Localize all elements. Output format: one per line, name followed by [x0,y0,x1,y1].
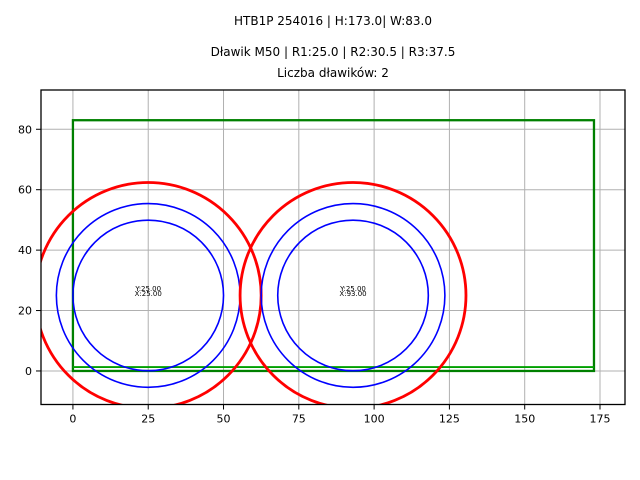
gland-circle-r1 [276,219,430,372]
axis-tick-labels: 0 25 50 75 100 125 150 175 0 20 40 60 80 [18,123,611,425]
figure-suptitle-line2: Dławik M50 | R1:25.0 | R2:30.5 | R3:37.5 [210,45,456,59]
gland-circle-r3 [238,181,468,405]
y-tick-label: 20 [18,305,32,318]
y-tick-label: 40 [18,244,32,257]
grid-lines [41,90,625,405]
x-tick-label: 50 [217,413,231,426]
plot-artists [41,119,596,405]
gland-circle-r2 [260,202,446,389]
x-tick-label: 150 [514,413,535,426]
gland-label-y: Y:25.00 [134,285,161,293]
gland-label-y: Y:25.00 [339,285,366,293]
gland-label: Y:25.00X:25.00 [134,285,161,298]
figure-suptitle-line1: HTB1P 254016 | H:173.0| W:83.0 [234,14,432,28]
gland-label: Y:25.00X:93.00 [339,285,366,298]
plate-outline [71,119,596,373]
y-tick-label: 80 [18,123,32,136]
gland-label-x: X:25.00 [135,290,162,298]
x-tick-label: 25 [141,413,155,426]
y-tick-label: 0 [25,365,32,378]
x-tick-label: 75 [292,413,306,426]
x-tick-label: 175 [590,413,611,426]
x-tick-label: 125 [439,413,460,426]
x-tick-label: 0 [69,413,76,426]
axes-title: Liczba dławików: 2 [277,66,389,80]
gland-label-x: X:93.00 [339,290,366,298]
axes-spines [40,89,626,406]
y-tick-label: 60 [18,184,32,197]
gland-circle-r1 [72,219,225,372]
axis-ticks [36,128,601,410]
x-tick-label: 100 [364,413,385,426]
